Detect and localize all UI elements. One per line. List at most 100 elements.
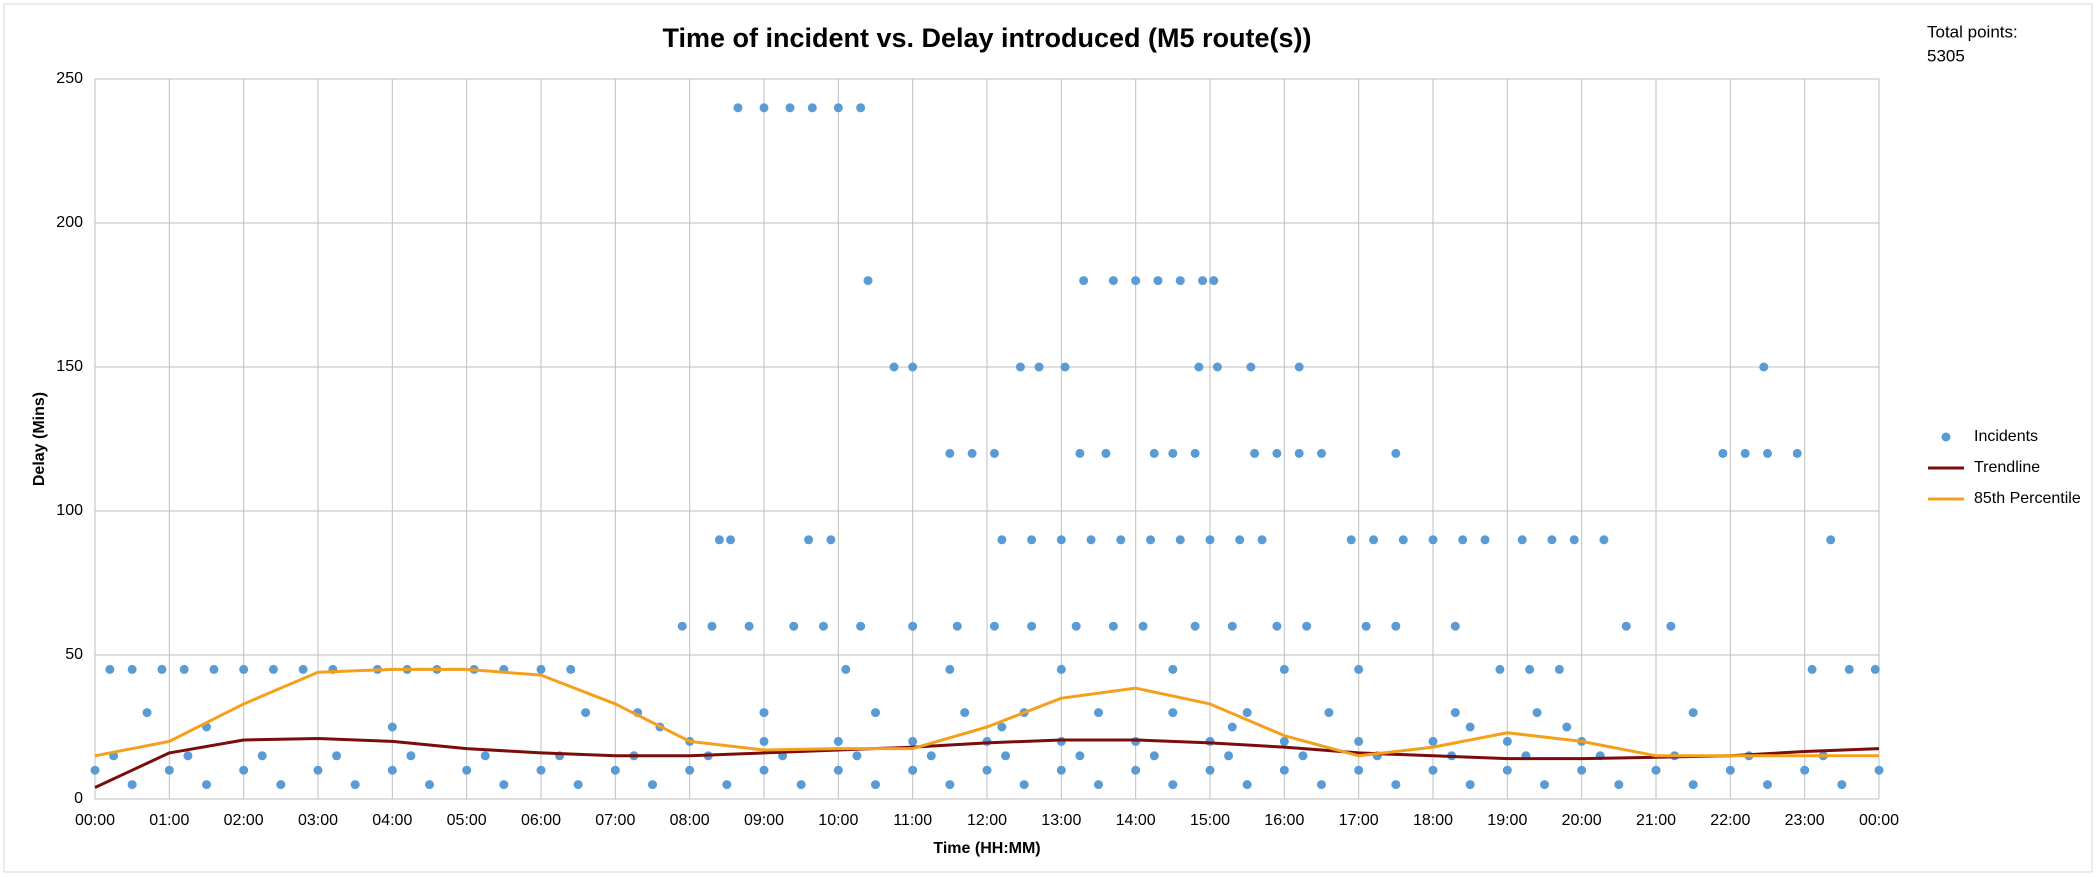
scatter-point (1071, 621, 1081, 631)
scatter-point (1428, 765, 1438, 775)
scatter-point (1294, 362, 1304, 372)
scatter-point (785, 103, 795, 113)
legend-swatch (1941, 432, 1951, 442)
x-tick-label: 00:00 (1859, 812, 1899, 829)
x-tick-label: 09:00 (744, 812, 784, 829)
x-tick-label: 12:00 (967, 812, 1007, 829)
scatter-point (581, 708, 591, 718)
x-axis-label: Time (HH:MM) (933, 840, 1040, 857)
scatter-point (945, 448, 955, 458)
scatter-point (1718, 448, 1728, 458)
scatter-point (1525, 664, 1535, 674)
scatter-point (1227, 621, 1237, 631)
scatter-point (789, 621, 799, 631)
scatter-point (1101, 448, 1111, 458)
scatter-point (1354, 765, 1364, 775)
scatter-point (1019, 780, 1029, 790)
scatter-point (1108, 621, 1118, 631)
scatter-point (1621, 621, 1631, 631)
scatter-point (818, 621, 828, 631)
x-tick-label: 16:00 (1264, 812, 1304, 829)
scatter-point (1242, 780, 1252, 790)
scatter-point (1094, 708, 1103, 718)
scatter-point (1279, 765, 1289, 775)
scatter-point (425, 780, 434, 790)
y-tick-label: 0 (74, 790, 83, 807)
scatter-point (648, 780, 657, 790)
scatter-point (908, 736, 918, 746)
scatter-point (1458, 535, 1468, 545)
scatter-point (1075, 751, 1085, 761)
scatter-point (1759, 362, 1769, 372)
scatter-point (1688, 780, 1698, 790)
scatter-point (90, 765, 100, 775)
scatter-point (1279, 736, 1289, 746)
scatter-point (1763, 780, 1772, 790)
scatter-point (1246, 362, 1256, 372)
scatter-point (1614, 780, 1624, 790)
scatter-point (707, 621, 717, 631)
y-axis-label: Delay (Mins) (31, 392, 48, 486)
scatter-point (1190, 621, 1200, 631)
scatter-point (1056, 664, 1066, 674)
scatter-point (387, 722, 397, 732)
scatter-point (1168, 708, 1178, 718)
scatter-point (759, 736, 769, 746)
y-tick-label: 250 (56, 70, 83, 87)
scatter-point (1242, 708, 1252, 718)
x-tick-label: 10:00 (818, 812, 858, 829)
scatter-point (1227, 722, 1237, 732)
scatter-point (536, 765, 546, 775)
scatter-point (1272, 448, 1282, 458)
scatter-point (1450, 621, 1460, 631)
scatter-point (833, 736, 843, 746)
scatter-point (1209, 276, 1219, 286)
chart-border (3, 3, 2093, 873)
scatter-point (685, 765, 695, 775)
scatter-point (1056, 535, 1066, 545)
scatter-point (1190, 448, 1200, 458)
scatter-point (1874, 765, 1884, 775)
scatter-point (1212, 362, 1222, 372)
scatter-point (997, 722, 1007, 732)
legend-label: 85th Percentile (1974, 490, 2081, 507)
scatter-point (1354, 736, 1364, 746)
scatter-point (807, 103, 817, 113)
scatter-point (1131, 276, 1141, 286)
scatter-point (863, 276, 873, 286)
scatter-point (536, 664, 546, 674)
scatter-point (1015, 362, 1025, 372)
x-tick-label: 17:00 (1339, 812, 1379, 829)
scatter-point (1194, 362, 1204, 372)
scatter-point (989, 448, 999, 458)
scatter-point (239, 664, 249, 674)
scatter-point (1844, 664, 1854, 674)
scatter-point (313, 765, 323, 775)
scatter-point (1034, 362, 1044, 372)
scatter-point (1428, 736, 1438, 746)
scatter-point (1168, 780, 1178, 790)
scatter-point (298, 664, 308, 674)
x-tick-label: 01:00 (149, 812, 189, 829)
x-tick-label: 19:00 (1487, 812, 1527, 829)
chart-title: Time of incident vs. Delay introduced (M… (662, 23, 1311, 53)
scatter-point (960, 708, 970, 718)
scatter-point (997, 535, 1007, 545)
scatter-point (1086, 535, 1096, 545)
scatter-point (406, 751, 416, 761)
scatter-point (1149, 448, 1159, 458)
scatter-point (1205, 535, 1215, 545)
scatter-point (1116, 535, 1126, 545)
scatter-point (1688, 708, 1698, 718)
scatter-point (1146, 535, 1156, 545)
scatter-point (1001, 751, 1011, 761)
scatter-point (1108, 276, 1118, 286)
scatter-point (1175, 535, 1185, 545)
scatter-point (1075, 448, 1085, 458)
scatter-point (722, 780, 732, 790)
scatter-point (1651, 765, 1661, 775)
scatter-point (1569, 535, 1579, 545)
scatter-point (1294, 448, 1304, 458)
x-tick-label: 05:00 (447, 812, 487, 829)
scatter-point (1465, 722, 1475, 732)
